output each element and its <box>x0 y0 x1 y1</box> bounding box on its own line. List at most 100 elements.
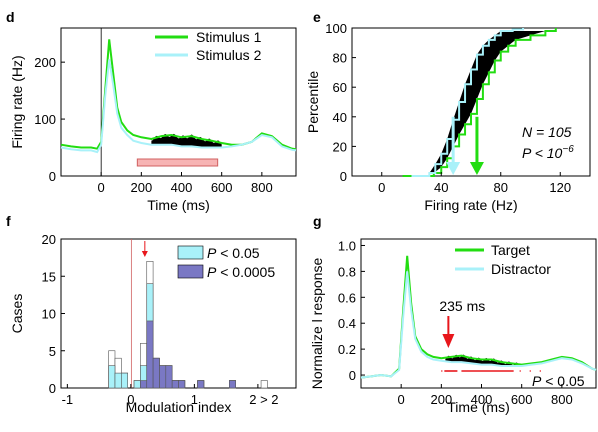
x-tick-label: 40 <box>434 180 448 195</box>
y-tick-label: 1.0 <box>338 238 356 253</box>
bar-p0005 <box>178 380 186 389</box>
y-tick-label: 0.6 <box>338 290 356 305</box>
legend-label-p0005: P < 0.0005 <box>207 264 275 280</box>
x-tick-label: 800 <box>551 392 573 407</box>
cdf-line-stimulus-2 <box>411 28 525 177</box>
panel-f: -1 0 1 2 > 2 0 5 10 15 20 Modulation index Cases P … <box>9 232 297 415</box>
y-tick-label: 0 <box>349 368 356 383</box>
y-tick-label: 0.2 <box>338 342 356 357</box>
median-arrow-head <box>141 251 148 257</box>
x-tick-label: 200 <box>430 392 452 407</box>
bar-p0005 <box>229 380 236 389</box>
panel-label-d: d <box>6 9 15 25</box>
x-axis-label: Firing rate (Hz) <box>424 197 517 213</box>
series-line-stimulus-2 <box>60 59 297 154</box>
bar-p05 <box>121 372 128 389</box>
y-tick-label: 0.8 <box>338 264 356 279</box>
legend-label-1: Target <box>491 242 530 258</box>
y-axis-label: Firing rate (Hz) <box>9 55 25 148</box>
bar-p0005 <box>165 365 173 389</box>
panel-d: 0 200 400 600 800 0 100 200 Time (ms) Firing rate… <box>9 27 297 213</box>
y-tick-label: 80 <box>333 51 347 66</box>
y-tick-label: 0 <box>49 169 56 184</box>
y-tick-label: 40 <box>333 110 347 125</box>
x-tick-label: 600 <box>211 180 233 195</box>
x-axis-label: Modulation index <box>126 399 232 415</box>
median-arrow-head-1 <box>446 162 461 175</box>
plot-frame-e <box>351 27 591 177</box>
y-tick-label: 0 <box>340 169 347 184</box>
legend-label-1: Stimulus 1 <box>196 29 262 45</box>
y-tick-label: 200 <box>34 55 56 70</box>
x-tick-label: 0 <box>378 180 385 195</box>
bar-p0005 <box>146 320 154 389</box>
series-line-distractor <box>360 271 597 379</box>
x-tick-label: 2 > 2 <box>249 392 278 407</box>
y-tick-label: 15 <box>42 269 56 284</box>
legend-p-symbol: P <box>207 245 217 261</box>
plot-frame-d <box>60 27 297 177</box>
legend-label-2: Distractor <box>491 261 551 277</box>
x-tick-label: 400 <box>471 392 493 407</box>
legend-p-value: < 0.05 <box>216 245 259 261</box>
bar-p0005 <box>152 357 160 389</box>
x-axis-label: Time (ms) <box>147 197 209 213</box>
y-axis-label: Normalize l response <box>309 258 325 390</box>
y-tick-label: 20 <box>333 139 347 154</box>
panel-label-e: e <box>313 9 321 25</box>
bar-p05 <box>108 365 116 389</box>
x-axis-label: Time (ms) <box>447 399 509 415</box>
latency-label: 235 ms <box>439 298 485 314</box>
x-tick-label: 0 <box>98 180 105 195</box>
bar-p05 <box>133 380 141 389</box>
x-tick-label: -1 <box>62 392 74 407</box>
median-arrow-head-2 <box>469 162 484 175</box>
x-tick-label: 600 <box>511 392 533 407</box>
panel-label-f: f <box>6 213 11 229</box>
annotation-n: N = 105 <box>522 124 572 140</box>
x-tick-label: 0 <box>398 392 405 407</box>
legend-label-2: Stimulus 2 <box>196 47 262 63</box>
y-tick-label: 100 <box>325 21 347 36</box>
legend-p-value: < 0.0005 <box>216 264 275 280</box>
legend-swatch-p05 <box>177 245 204 260</box>
plot-frame-f <box>60 238 297 389</box>
plot-frame-g <box>360 238 597 389</box>
panel-label-g: g <box>313 213 322 229</box>
legend-swatch-p0005 <box>177 264 204 279</box>
significance-label: P < 0.05 <box>532 373 585 389</box>
y-tick-label: 10 <box>42 307 56 322</box>
y-tick-label: 60 <box>333 80 347 95</box>
y-axis-label: Percentile <box>305 71 321 133</box>
y-tick-label: 5 <box>49 344 56 359</box>
y-tick-label: 0 <box>49 381 56 396</box>
bar-p0005 <box>197 380 205 389</box>
sig-p-symbol: P <box>532 373 542 389</box>
bar-p0005 <box>140 380 148 389</box>
latency-arrow-head <box>442 334 455 348</box>
panel-e: 0 40 80 120 0 20 40 60 80 100 Firing rate (Hz) Perc… <box>305 21 591 213</box>
x-tick-label: 200 <box>130 180 152 195</box>
x-tick-label: 120 <box>549 180 571 195</box>
cdf-line-stimulus-1 <box>402 28 557 177</box>
bar-all <box>260 380 268 389</box>
legend-p-symbol: P <box>207 264 217 280</box>
y-tick-label: 20 <box>42 232 56 247</box>
bar-p0005 <box>159 365 167 389</box>
x-tick-label: 800 <box>251 180 273 195</box>
annotation-p: P < 10−6 <box>522 144 574 161</box>
bar-p05 <box>114 372 122 389</box>
stimulus-period-bar <box>136 158 219 167</box>
x-tick-label: 400 <box>171 180 193 195</box>
panel-g: 235 ms P < 0.05 0 200 400 600 800 0 0.2 0.4 0.6 0.8… <box>309 238 597 415</box>
annotation-p-exponent: −6 <box>562 144 574 155</box>
significant-difference-fill <box>445 354 520 366</box>
y-axis-label: Cases <box>9 294 25 334</box>
x-tick-label: 0 <box>127 392 134 407</box>
sig-p-value: < 0.05 <box>541 373 584 389</box>
bar-p0005 <box>171 380 179 389</box>
y-tick-label: 0.4 <box>338 316 356 331</box>
x-tick-label: 80 <box>494 180 508 195</box>
legend-label-p05: P < 0.05 <box>207 245 260 261</box>
